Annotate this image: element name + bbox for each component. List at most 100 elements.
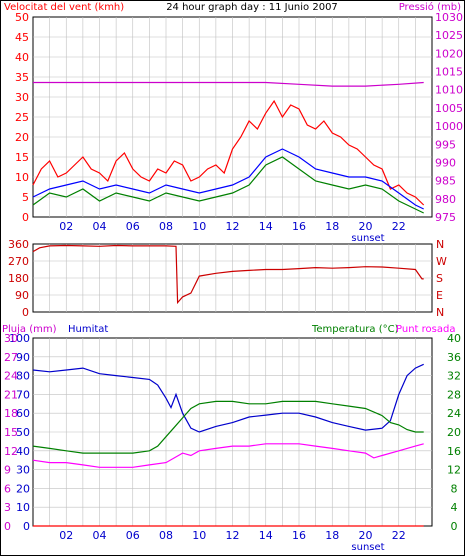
humidity-hour-label: 10 (192, 529, 206, 542)
humidity-hour-label: 02 (59, 529, 73, 542)
wind-hour-label: 02 (59, 220, 73, 233)
temperature-tick-label: 32 (447, 370, 461, 383)
humidity-tick-label: 10 (16, 501, 30, 514)
rain-tick-label: 3 (4, 501, 11, 514)
series-line-punt-rosada (32, 443, 424, 468)
wind-tick-label: 0 (22, 211, 29, 224)
pressure-tick-label: 1005 (435, 102, 463, 115)
compass-tick-label: N (436, 238, 444, 251)
rain-tick-label: 15 (4, 426, 18, 439)
sunset-label-bottom: sunset (351, 542, 384, 553)
pressure-axis-title: Pressió (mb) (399, 1, 461, 13)
series-line-gust (32, 99, 425, 206)
humidity-axis-title: Humitat (68, 324, 108, 335)
direction-tick-label: 90 (15, 289, 29, 302)
humidity-hour-label: 12 (226, 529, 240, 542)
series-line-temperatura (32, 400, 424, 454)
wind-tick-label: 15 (15, 151, 29, 164)
rain-tick-label: 18 (4, 407, 18, 420)
humidity-tick-label: 40 (16, 445, 30, 458)
wind-hour-label: 12 (226, 220, 240, 233)
humidity-tick-label: 80 (16, 370, 30, 383)
pressure-tick-label: 990 (435, 156, 456, 169)
wind-hour-label: 06 (126, 220, 140, 233)
humidity-tick-label: 100 (9, 332, 30, 345)
pressure-tick-label: 1025 (435, 29, 463, 42)
rain-axis-title: Pluja (mm) (2, 324, 57, 335)
pressure-tick-label: 1020 (435, 47, 463, 60)
wind-tick-label: 20 (15, 131, 29, 144)
series-line-wind (32, 156, 424, 214)
temperature-tick-label: 20 (447, 426, 461, 439)
pressure-tick-label: 980 (435, 193, 456, 206)
temperature-tick-label: 12 (447, 464, 461, 477)
direction-tick-label: 360 (8, 238, 29, 251)
wind-tick-label: 35 (15, 71, 29, 84)
series-line-average (32, 148, 424, 210)
temperature-axis-title: Temperatura (°C) (311, 324, 399, 335)
humidity-tick-label: 70 (16, 388, 30, 401)
pressure-tick-label: 1015 (435, 66, 463, 79)
humidity-hour-label: 20 (359, 529, 373, 542)
wind-tick-label: 30 (15, 91, 29, 104)
wind-hour-label: 14 (259, 220, 273, 233)
sunset-label-top: sunset (351, 233, 384, 244)
wind-hour-label: 20 (359, 220, 373, 233)
temperature-tick-label: 40 (447, 332, 461, 345)
direction-tick-label: 0 (22, 306, 29, 319)
wind-axis-title: Velocitat del vent (kmh) (4, 2, 124, 13)
humidity-hour-label: 14 (259, 529, 273, 542)
rain-tick-label: 9 (4, 464, 11, 477)
rain-tick-label: 12 (4, 445, 18, 458)
compass-tick-label: S (436, 272, 443, 285)
chart-title: 24 hour graph day : 11 Junio 2007 (166, 2, 338, 13)
rain-tick-label: 24 (4, 370, 18, 383)
temperature-tick-label: 24 (447, 407, 461, 420)
wind-hour-label: 18 (325, 220, 339, 233)
pressure-tick-label: 995 (435, 138, 456, 151)
temperature-tick-label: 16 (447, 445, 461, 458)
wind-hour-label: 22 (392, 220, 406, 233)
rain-tick-label: 27 (4, 351, 18, 364)
compass-tick-label: W (436, 255, 447, 268)
wind-hour-label: 16 (292, 220, 306, 233)
rain-tick-label: 0 (4, 520, 11, 533)
humidity-hour-label: 04 (93, 529, 107, 542)
series-line-direction (32, 244, 424, 305)
direction-tick-label: 270 (8, 255, 29, 268)
series-line-humitat (32, 363, 424, 433)
pressure-tick-label: 975 (435, 211, 456, 224)
temperature-tick-label: 36 (447, 351, 461, 364)
wind-tick-label: 45 (15, 31, 29, 44)
temperature-tick-label: 8 (451, 482, 458, 495)
compass-tick-label: N (436, 306, 444, 319)
humidity-tick-label: 50 (16, 426, 30, 439)
humidity-hour-label: 22 (392, 529, 406, 542)
direction-tick-label: 180 (8, 272, 29, 285)
wind-tick-label: 40 (15, 51, 29, 64)
pressure-tick-label: 1030 (435, 11, 463, 24)
humidity-hour-label: 08 (159, 529, 173, 542)
humidity-hour-label: 18 (325, 529, 339, 542)
series-line-pressi- (33, 81, 424, 87)
wind-hour-label: 08 (159, 220, 173, 233)
humidity-tick-label: 90 (16, 351, 30, 364)
temperature-tick-label: 28 (447, 388, 461, 401)
humidity-tick-label: 60 (16, 407, 30, 420)
wind-hour-label: 10 (192, 220, 206, 233)
humidity-tick-label: 20 (16, 482, 30, 495)
rain-tick-label: 30 (4, 332, 18, 345)
humidity-hour-label: 16 (292, 529, 306, 542)
humidity-tick-label: 0 (23, 520, 30, 533)
wind-tick-label: 10 (15, 171, 29, 184)
pressure-tick-label: 1010 (435, 84, 463, 97)
wind-tick-label: 5 (22, 191, 29, 204)
rain-tick-label: 6 (4, 482, 11, 495)
wind-hour-label: 04 (93, 220, 107, 233)
pressure-tick-label: 985 (435, 175, 456, 188)
humidity-hour-label: 06 (126, 529, 140, 542)
wind-tick-label: 25 (15, 111, 29, 124)
compass-tick-label: E (436, 289, 443, 302)
pressure-tick-label: 1000 (435, 120, 463, 133)
